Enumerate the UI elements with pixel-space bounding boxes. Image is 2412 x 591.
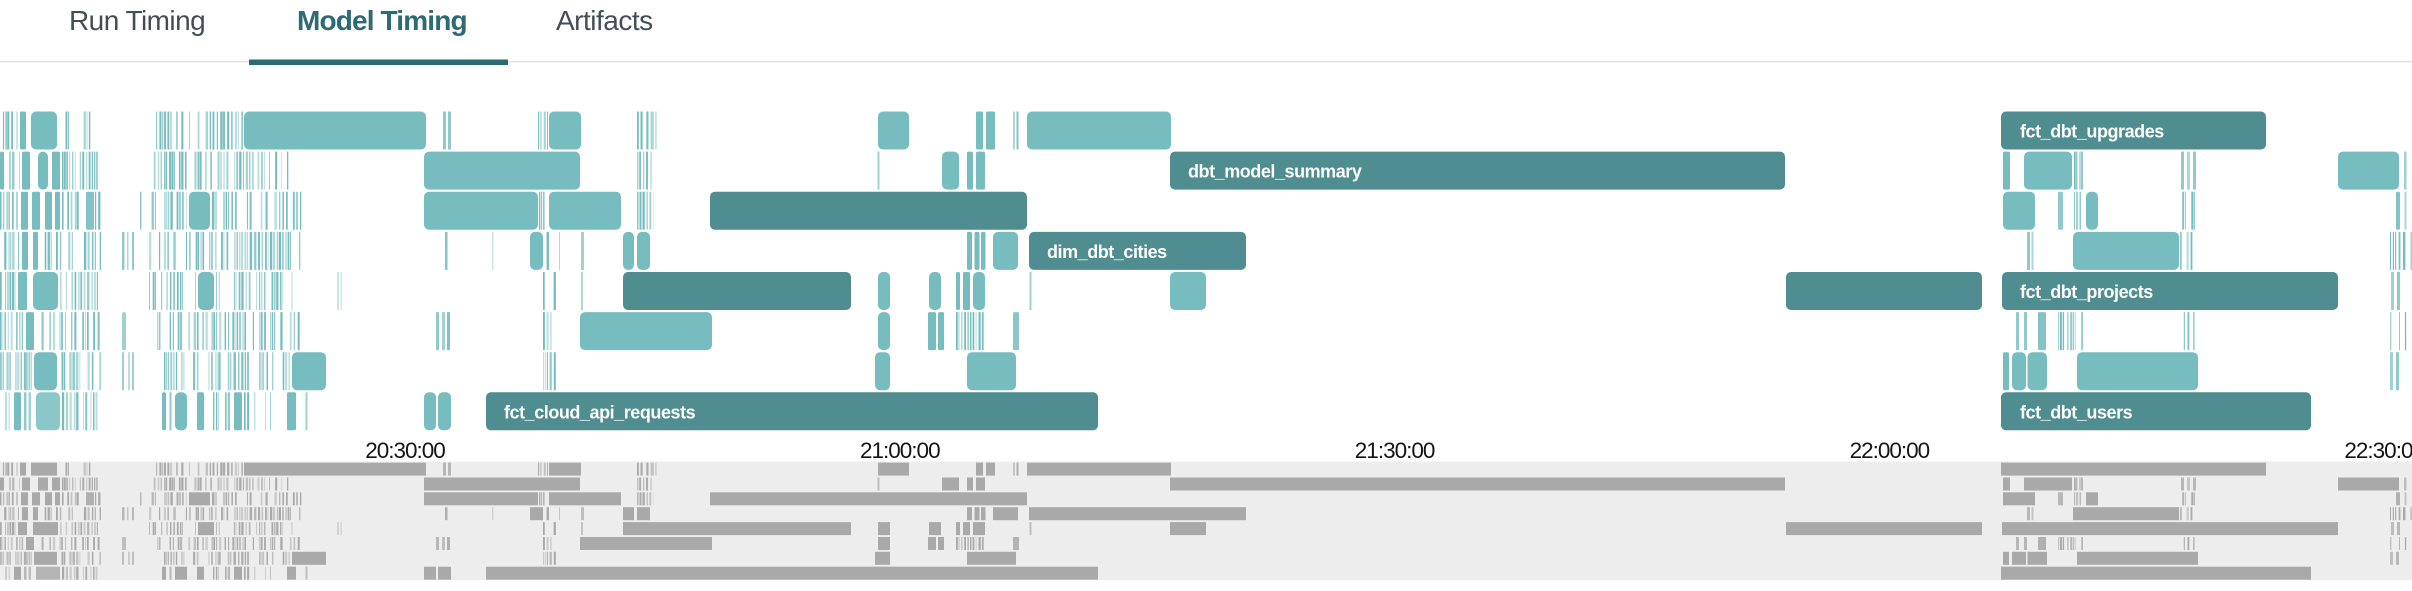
svg-text:22:00:00: 22:00:00 bbox=[1850, 438, 1930, 463]
svg-text:dbt_model_summary: dbt_model_summary bbox=[1188, 162, 1362, 182]
svg-text:20:30:00: 20:30:00 bbox=[365, 438, 445, 463]
svg-text:dim_dbt_cities: dim_dbt_cities bbox=[1047, 242, 1167, 262]
svg-text:fct_dbt_users: fct_dbt_users bbox=[2020, 402, 2133, 422]
svg-text:fct_cloud_api_requests: fct_cloud_api_requests bbox=[504, 402, 696, 422]
svg-text:Artifacts: Artifacts bbox=[556, 5, 653, 36]
svg-text:21:30:00: 21:30:00 bbox=[1355, 438, 1435, 463]
svg-text:21:00:00: 21:00:00 bbox=[860, 438, 940, 463]
svg-text:fct_dbt_projects: fct_dbt_projects bbox=[2020, 282, 2153, 302]
svg-text:fct_dbt_upgrades: fct_dbt_upgrades bbox=[2020, 122, 2164, 142]
svg-text:Model Timing: Model Timing bbox=[297, 5, 467, 36]
svg-text:Run Timing: Run Timing bbox=[69, 5, 205, 36]
svg-text:22:30:00: 22:30:00 bbox=[2344, 438, 2412, 463]
